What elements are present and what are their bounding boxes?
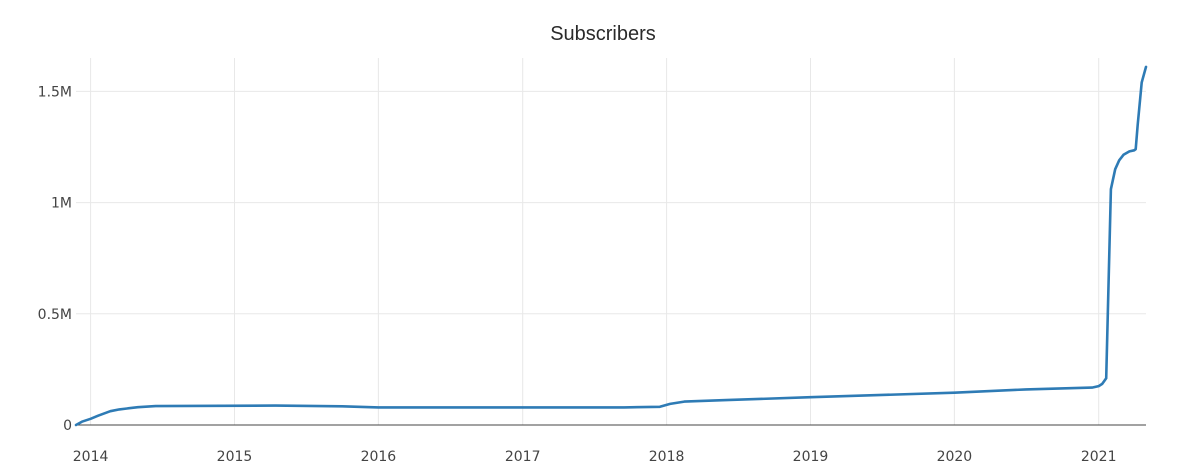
series-layer	[74, 65, 1148, 427]
x-tick-label: 2017	[505, 449, 541, 465]
x-tick-label: 2019	[793, 449, 829, 465]
y-tick-label: 1.5M	[38, 84, 72, 100]
y-tick-label: 1M	[51, 196, 72, 212]
x-tick-label: 2016	[361, 449, 397, 465]
x-tick-label: 2020	[937, 449, 973, 465]
x-tick-label: 2018	[649, 449, 685, 465]
chart-title: Subscribers	[550, 23, 656, 45]
axes: 2014 2015 2016 2017 2018 2019 2020 2021 0 0.5M 1M 1…	[38, 84, 1146, 465]
y-tick-label: 0.5M	[38, 307, 72, 323]
grid-lines	[76, 58, 1146, 425]
y-tick-label: 0	[63, 418, 72, 434]
x-tick-label: 2014	[73, 449, 109, 465]
x-tick-label: 2021	[1081, 449, 1117, 465]
x-tick-label: 2015	[217, 449, 253, 465]
series-line	[74, 65, 1148, 427]
